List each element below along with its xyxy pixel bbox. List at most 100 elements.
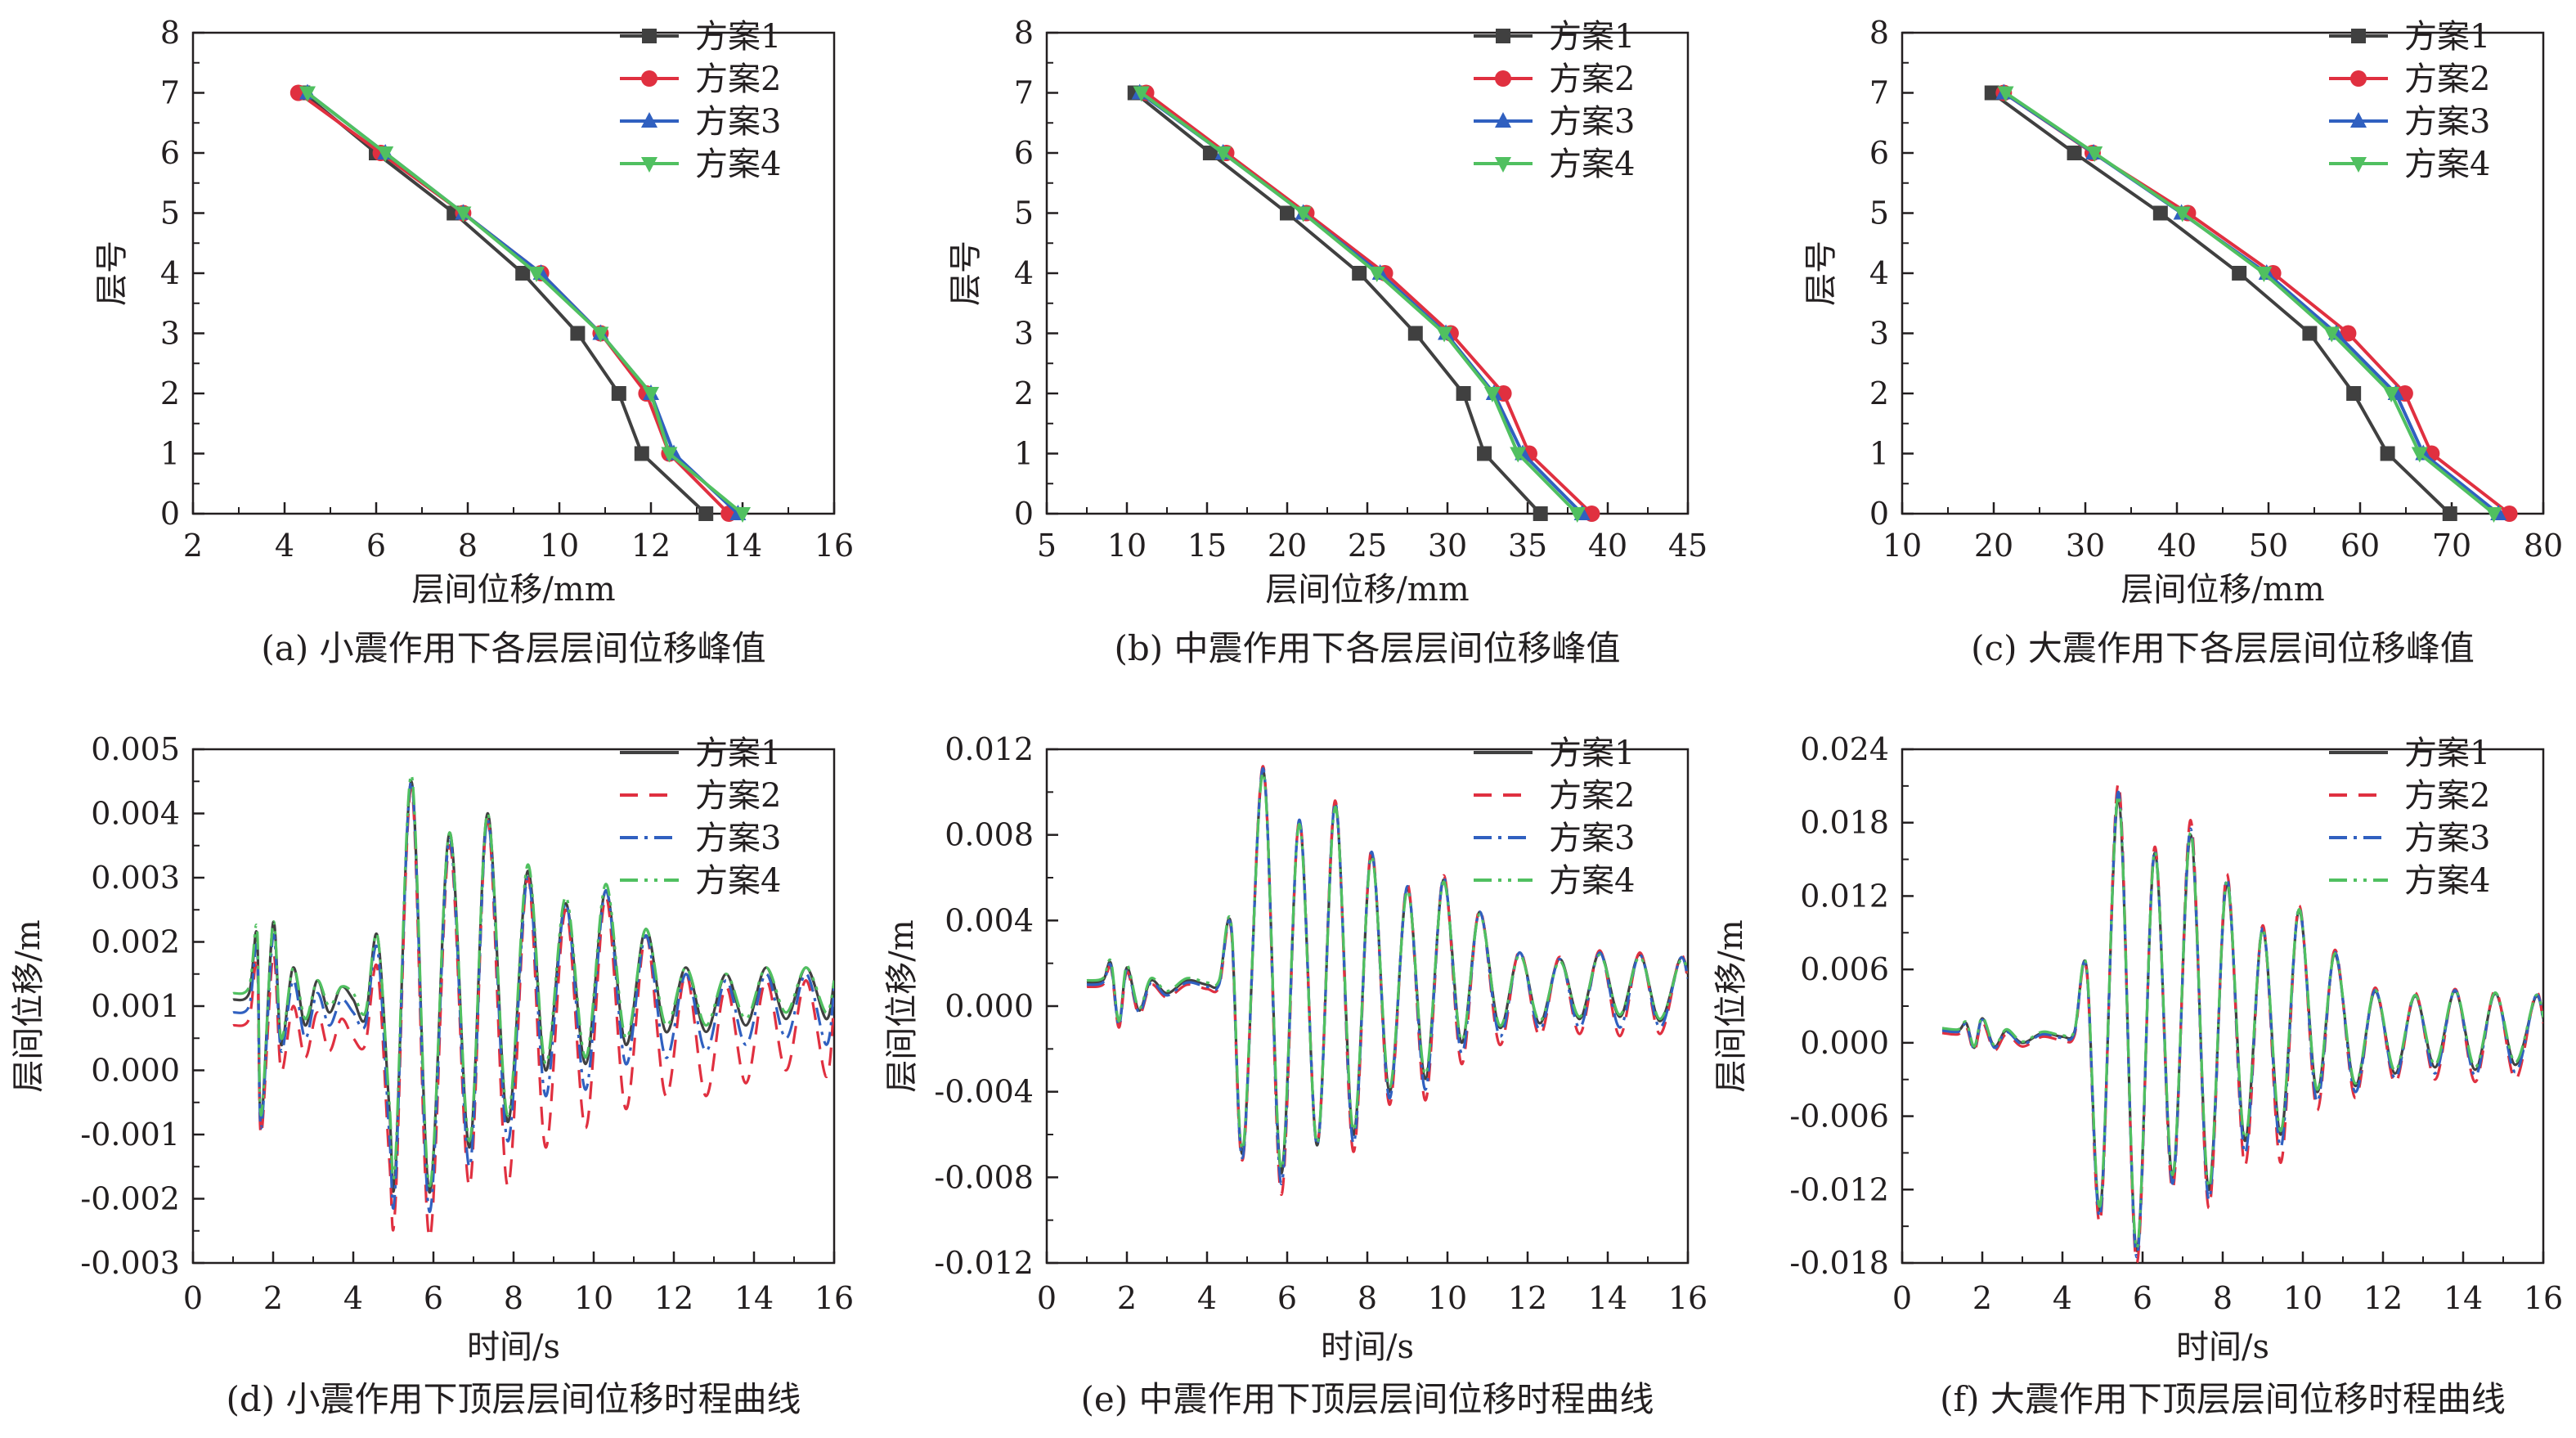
legend: 方案1 方案2 方案3 方案4: [1474, 735, 1635, 900]
y-tick-label: 6: [1014, 135, 1034, 171]
y-tick-label: 0.012: [945, 731, 1034, 767]
x-tick-label: 4: [275, 528, 294, 564]
data-point: [528, 267, 545, 282]
data-point: [2501, 506, 2518, 522]
data-point: [1997, 86, 2014, 102]
x-tick-label: 0: [1037, 1280, 1057, 1316]
data-point: [1483, 387, 1501, 402]
series-line: [1145, 91, 1593, 515]
data-point: [1352, 266, 1367, 281]
x-tick-label: 14: [723, 528, 762, 564]
y-axis-label: 层号: [93, 240, 131, 306]
y-tick-label: 0.004: [945, 902, 1034, 938]
x-tick-label: 6: [366, 528, 386, 564]
series-3: [1941, 790, 2543, 1259]
chart-e: 0 2 4 6 8 10 12 14 16 -0.012 -0.008 -0.004 0.000 0.00…: [883, 731, 1708, 1419]
x-tick-label: 2: [1117, 1280, 1137, 1316]
x-tick-label: 8: [1358, 1280, 1377, 1316]
x-tick-label: 20: [1268, 528, 1307, 564]
x-tick-label: 2: [263, 1280, 283, 1316]
data-point: [1510, 447, 1527, 463]
x-axis-label: 时间/s: [1321, 1328, 1414, 1366]
legend-label: 方案4: [1549, 862, 1635, 900]
data-point: [734, 507, 751, 523]
x-tick-label: 40: [1588, 528, 1627, 564]
y-tick-label: 0.024: [1800, 731, 1889, 767]
data-point: [1533, 506, 1548, 521]
data-point: [2442, 506, 2457, 521]
chart-caption: (d) 小震作用下顶层层间位移时程曲线: [226, 1379, 801, 1419]
data-point: [1456, 386, 1471, 401]
y-tick-label: 8: [160, 15, 180, 51]
legend-label: 方案3: [1549, 103, 1635, 141]
x-tick-label: 16: [815, 528, 854, 564]
legend-label: 方案2: [695, 61, 781, 98]
y-axis-label: 层号: [947, 240, 985, 306]
data-point: [455, 206, 472, 222]
x-tick-label: 20: [1974, 528, 2013, 564]
series-line: [2004, 91, 2495, 515]
x-tick-label: 30: [2066, 528, 2105, 564]
x-tick-label: 0: [1892, 1280, 1912, 1316]
series-line: [1941, 790, 2543, 1259]
data-point: [634, 446, 649, 461]
series-line: [1133, 91, 1542, 515]
legend-marker: [641, 157, 657, 173]
y-tick-label: 0.000: [945, 988, 1034, 1024]
legend: 方案1 方案2 方案3 方案4: [2329, 18, 2490, 183]
series-line: [1941, 794, 2543, 1250]
y-tick-label: 4: [1869, 255, 1889, 291]
y-axis-label: 层间位移/m: [883, 919, 921, 1092]
data-point: [1295, 206, 1312, 222]
series-3: [232, 780, 834, 1213]
y-tick-label: -0.012: [1789, 1171, 1889, 1207]
y-tick-label: 0.004: [91, 796, 180, 832]
data-point: [2302, 326, 2318, 341]
legend-marker: [642, 29, 657, 43]
y-tick-label: 8: [1014, 15, 1034, 51]
x-tick-label: 70: [2432, 528, 2471, 564]
x-tick-label: 6: [424, 1280, 443, 1316]
data-point: [2152, 205, 2168, 221]
x-tick-label: 4: [1197, 1280, 1217, 1316]
x-tick-label: 25: [1348, 528, 1387, 564]
x-tick-label: 15: [1187, 528, 1227, 564]
x-tick-label: 10: [540, 528, 579, 564]
data-point: [592, 326, 609, 343]
x-tick-label: 10: [1107, 528, 1147, 564]
y-tick-label: 5: [160, 195, 180, 231]
y-tick-label: 2: [160, 375, 180, 411]
legend-label: 方案4: [2404, 862, 2490, 900]
series-4: [232, 773, 834, 1188]
data-point: [643, 387, 659, 402]
y-tick-label: 0: [160, 496, 180, 532]
y-tick-label: 6: [1869, 135, 1889, 171]
x-tick-label: 8: [458, 528, 478, 564]
y-tick-label: 4: [160, 255, 180, 291]
y-tick-label: 0.000: [91, 1053, 180, 1089]
data-point: [2346, 386, 2362, 401]
y-tick-label: 0.006: [1800, 951, 1889, 987]
chart-c: 10 20 30 40 50 60 70 80 0 1 2 3 4 5 6 7 8 层间位移/mm 层号 (c) 大震…: [1802, 15, 2563, 668]
legend-marker: [2350, 157, 2367, 173]
legend-marker: [2350, 70, 2367, 87]
y-tick-label: 2: [1869, 375, 1889, 411]
x-tick-label: 50: [2249, 528, 2288, 564]
legend-label: 方案3: [695, 103, 781, 141]
x-tick-label: 14: [734, 1280, 774, 1316]
series-1: [295, 85, 714, 521]
chart-caption: (b) 中震作用下各层层间位移峰值: [1114, 628, 1620, 668]
data-point: [1477, 446, 1492, 461]
series-1: [1127, 85, 1548, 521]
x-tick-label: 10: [1428, 1280, 1467, 1316]
legend-marker: [2351, 29, 2366, 43]
legend-label: 方案2: [1549, 777, 1635, 815]
series-line: [232, 780, 834, 1213]
legend-label: 方案3: [2404, 103, 2490, 141]
legend-label: 方案1: [1549, 735, 1635, 772]
legend-label: 方案1: [695, 735, 781, 772]
y-tick-label: 7: [160, 75, 180, 111]
legend-label: 方案3: [1549, 820, 1635, 857]
series-3: [1086, 766, 1688, 1185]
